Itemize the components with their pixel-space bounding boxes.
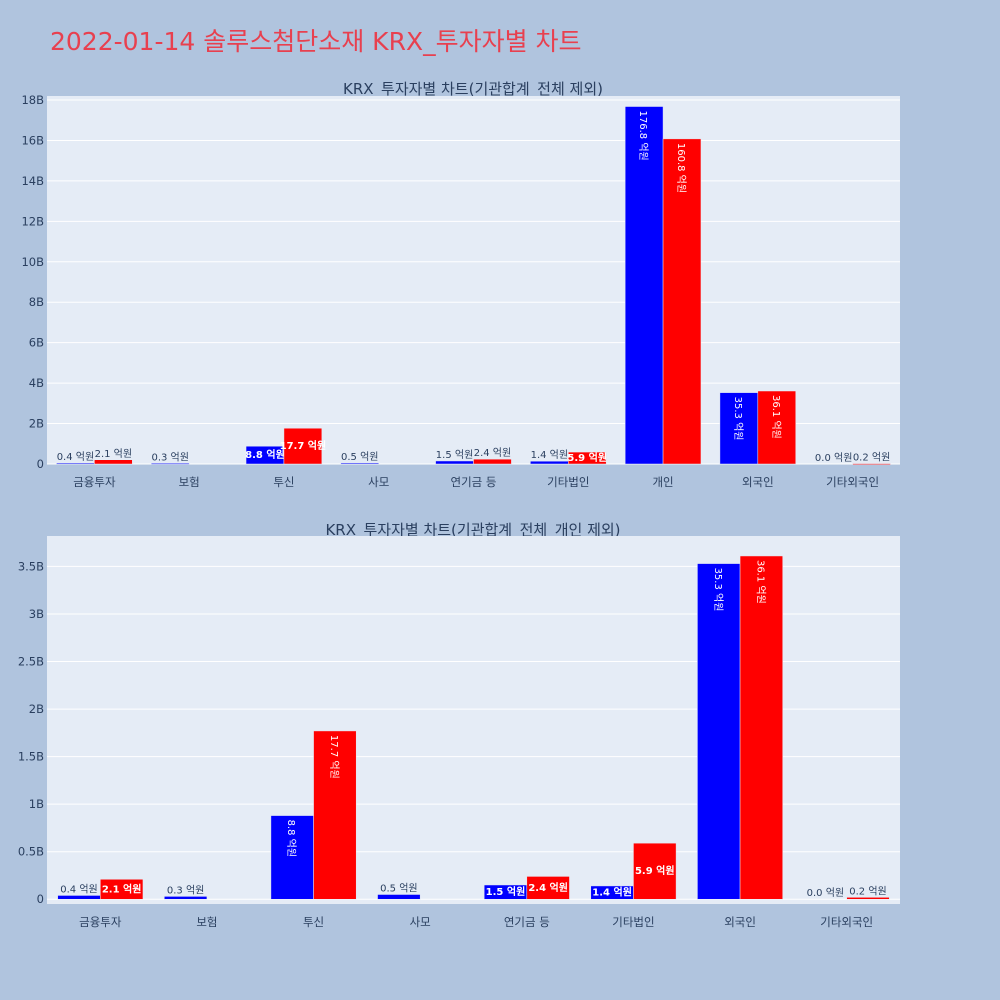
y-tick-label: 0 xyxy=(37,892,44,906)
bar xyxy=(151,463,190,465)
bar xyxy=(313,730,357,900)
y-tick-label: 3B xyxy=(29,607,44,621)
bar xyxy=(530,460,569,465)
bar xyxy=(340,462,379,465)
data-label: 0.2 억원 xyxy=(849,885,886,897)
bar xyxy=(283,427,323,465)
bar xyxy=(662,138,702,465)
y-tick-label: 12B xyxy=(21,214,44,228)
chart-title: KRX_투자자별 차트(기관합계_전체 제외) xyxy=(343,80,603,99)
data-label: 160.8 억원 xyxy=(675,143,687,193)
y-tick-label: 1.5B xyxy=(18,750,44,764)
y-tick-label: 2B xyxy=(29,702,44,716)
investor-chart-all: KRX_투자자별 차트(기관합계_전체 제외) 0 2B 4B 6B 8B 10B 12B 1… xyxy=(21,80,900,489)
data-label: 5.9 억원 xyxy=(635,864,675,877)
data-label: 0.0 억원 xyxy=(815,452,852,464)
data-label: 36.1 억원 xyxy=(754,560,766,604)
data-label: 5.9 억원 xyxy=(567,451,607,464)
chart-title: KRX_투자자별 차트(기관합계_전체_개인 제외) xyxy=(325,521,620,540)
y-tick-label: 1B xyxy=(29,797,44,811)
y-tick-label: 2B xyxy=(29,417,44,431)
data-label: 0.5 억원 xyxy=(341,451,378,463)
bar xyxy=(435,460,474,465)
data-label: 36.1 억원 xyxy=(770,395,782,439)
x-tick-label: 기타법인 xyxy=(612,915,654,929)
data-label: 0.5 억원 xyxy=(380,882,417,894)
y-tick-label: 4B xyxy=(29,376,44,390)
y-tick-label: 0 xyxy=(37,457,44,471)
x-tick-label: 외국인 xyxy=(724,915,756,929)
bar xyxy=(568,451,607,465)
x-tick-label: 금융투자 xyxy=(79,915,122,929)
data-label: 2.4 억원 xyxy=(528,881,568,894)
data-label: 8.8 억원 xyxy=(285,820,297,857)
data-label: 35.3 억원 xyxy=(732,397,744,441)
data-label: 1.5 억원 xyxy=(436,449,473,461)
x-tick-label: 기타외국인 xyxy=(820,915,873,929)
data-label: 0.3 억원 xyxy=(151,451,188,463)
y-tick-label: 0.5B xyxy=(18,845,44,859)
data-label: 1.4 억원 xyxy=(531,449,568,461)
data-label: 1.5 억원 xyxy=(486,885,526,898)
data-label: 0.3 억원 xyxy=(167,884,204,896)
x-tick-label: 연기금 등 xyxy=(451,475,497,489)
y-tick-label: 3.5B xyxy=(18,559,44,573)
x-tick-label: 투신 xyxy=(273,475,294,489)
data-label: 1.4 억원 xyxy=(592,886,632,899)
data-label: 8.8 억원 xyxy=(245,448,285,461)
bar xyxy=(57,895,101,900)
bar xyxy=(473,458,512,465)
bar xyxy=(270,815,314,900)
bar xyxy=(164,896,208,900)
data-label: 0.4 억원 xyxy=(57,451,94,463)
x-tick-label: 금융투자 xyxy=(73,475,116,489)
y-tick-label: 8B xyxy=(29,295,44,309)
x-tick-label: 보험 xyxy=(196,915,217,929)
bar xyxy=(377,894,421,900)
investor-chart-excl-individual: KRX_투자자별 차트(기관합계_전체_개인 제외) 0 0.5B 1B 1.5B 2B… xyxy=(18,521,900,929)
data-label: 2.4 억원 xyxy=(474,447,511,459)
data-label: 0.2 억원 xyxy=(853,452,890,464)
bar xyxy=(757,390,796,465)
y-tick-label: 2.5B xyxy=(18,655,44,669)
y-tick-label: 18B xyxy=(21,93,44,107)
x-tick-label: 기타외국인 xyxy=(826,475,879,489)
y-tick-label: 10B xyxy=(21,255,44,269)
bar xyxy=(719,392,759,465)
bar xyxy=(697,563,741,900)
y-tick-label: 14B xyxy=(21,174,44,188)
bar xyxy=(56,462,95,465)
data-label: 35.3 억원 xyxy=(712,568,724,612)
bar xyxy=(526,876,570,900)
data-label: 2.1 억원 xyxy=(102,882,142,895)
data-label: 17.7 억원 xyxy=(280,439,327,452)
bar xyxy=(633,842,677,900)
x-tick-label: 개인 xyxy=(652,475,673,489)
bar xyxy=(100,879,144,900)
y-tick-label: 16B xyxy=(21,133,44,147)
bar xyxy=(94,459,133,465)
x-tick-label: 투신 xyxy=(303,915,324,929)
data-label: 17.7 억원 xyxy=(328,735,340,779)
x-tick-label: 기타법인 xyxy=(547,475,589,489)
x-tick-label: 외국인 xyxy=(742,475,774,489)
x-tick-label: 사모 xyxy=(410,915,431,929)
data-label: 0.4 억원 xyxy=(60,883,97,895)
x-tick-label: 연기금 등 xyxy=(504,915,550,929)
bar xyxy=(739,555,783,900)
x-tick-label: 보험 xyxy=(179,475,200,489)
bar xyxy=(852,463,891,465)
data-label: 2.1 억원 xyxy=(95,448,132,460)
data-label: 0.0 억원 xyxy=(807,887,844,899)
data-label: 176.8 억원 xyxy=(637,111,649,161)
y-tick-label: 6B xyxy=(29,336,44,350)
page-title: 2022-01-14 솔루스첨단소재 KRX_투자자별 차트 xyxy=(50,27,582,56)
bar xyxy=(846,897,890,900)
x-tick-label: 사모 xyxy=(368,475,389,489)
